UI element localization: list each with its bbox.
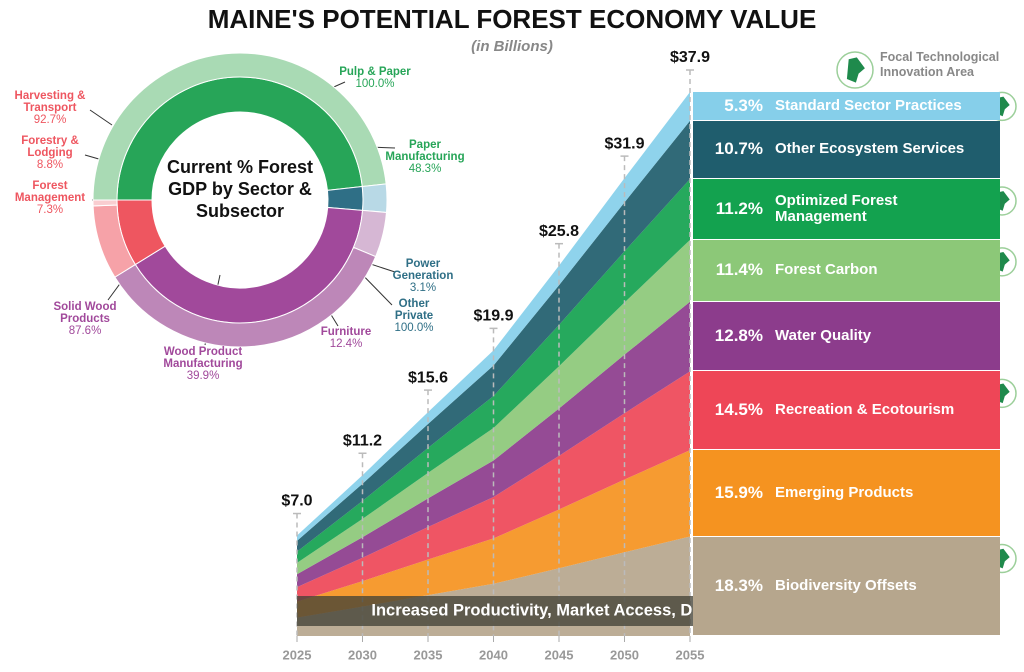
value-label: $11.2 [343,432,382,449]
label-value: 100.0% [394,322,434,334]
icon-shape [846,57,865,83]
label-value: 3.1% [409,282,437,294]
value-label: $25.8 [539,223,579,240]
label-value: 8.8% [36,159,64,171]
x-tick-label: 2030 [348,647,377,662]
label-name: Wood Product Manufacturing [163,346,243,370]
donut-label: Power Generation 3.1% [384,258,462,294]
label-name: Other Private [394,298,434,322]
leader-line [89,109,113,126]
share-value: 11.4% [715,260,763,280]
value-label: $15.6 [408,369,448,386]
label-value: 100.0% [355,78,395,90]
share-name: Water Quality [775,327,872,345]
area-layer [297,301,690,588]
x-tick-label: 2035 [414,647,443,662]
value-label: $7.0 [281,493,312,510]
label-name: Power Generation [392,258,454,282]
share-value: 10.7% [714,139,763,159]
label-value: 12.4% [329,338,363,350]
share-band: 18.3% Biodiversity Offsets [693,536,1000,635]
label-value: 48.3% [408,163,442,175]
label-name: Pulp & Paper [339,66,411,78]
share-name: Standard Sector Practices [775,96,962,114]
share-value: 15.9% [714,482,763,502]
value-label: $31.9 [604,135,644,152]
donut-label: Harvesting & Transport 92.7% [6,90,94,126]
donut-label: Wood Product Manufacturing 39.9% [153,346,253,382]
share-value: 11.2% [715,198,763,218]
x-tick-label: 2040 [479,647,508,662]
share-name: Optimized Forest Management [775,191,898,225]
share-band: 12.8% Water Quality [693,301,1000,371]
share-value: 18.3% [714,575,763,595]
area-layer [297,239,690,575]
label-name: Forestry & Lodging [21,135,79,159]
share-name: Forest Carbon [775,261,878,279]
area-layer [297,120,690,552]
area-layer [297,450,690,618]
donut-subsector [361,183,388,213]
label-name: Harvesting & Transport [14,90,86,114]
focal-icon [836,51,874,89]
area-layer [297,178,690,563]
label-name: Solid Wood Products [53,301,117,325]
label-name: Paper Manufacturing [385,139,465,163]
area-layer [297,371,690,602]
label-name: Furniture [320,326,372,338]
share-band: 5.3% Standard Sector Practices [693,92,1000,120]
donut-label: Forestry & Lodging 8.8% [9,135,91,171]
donut-label: Solid Wood Products 87.6% [44,301,126,337]
donut-label: Forest Management 7.3% [4,180,96,216]
donut-label: Furniture 12.4% [306,326,386,350]
share-value: 12.8% [714,326,763,346]
donut-label: Other Private 100.0% [383,298,445,334]
share-band: 15.9% Emerging Products [693,450,1000,536]
label-name: Forest Management [14,180,86,204]
share-band: 11.4% Forest Carbon [693,239,1000,301]
title: MAINE'S POTENTIAL FOREST ECONOMY VALUE [208,4,817,34]
donut-subsector [92,199,118,207]
share-band: 11.2% Optimized Forest Management [693,178,1000,239]
donut-sector [326,185,364,211]
value-label: $37.9 [670,49,710,66]
label-value: 7.3% [36,204,64,216]
label-value: 92.7% [33,114,67,126]
share-value: 14.5% [714,400,763,420]
share-name: Biodiversity Offsets [775,576,917,594]
share-name: Recreation & Ecotourism [775,401,955,419]
label-value: 39.9% [186,370,220,382]
label-value: 87.6% [68,325,102,337]
x-tick-label: 2055 [676,647,705,662]
share-name: Emerging Products [775,483,914,501]
donut-label: Pulp & Paper 100.0% [325,66,425,90]
share-band: 10.7% Other Ecosystem Services [693,120,1000,178]
subtitle: (in Billions) [471,38,553,55]
legend-label: Focal Technological Innovation Area [880,50,1000,79]
share-value: 5.3% [724,95,763,115]
donut-label: Paper Manufacturing 48.3% [375,139,475,175]
value-label: $19.9 [473,308,513,325]
x-tick-label: 2045 [545,647,574,662]
x-tick-label: 2025 [283,647,312,662]
share-name: Other Ecosystem Services [775,140,965,158]
x-tick-label: 2050 [610,647,639,662]
donut-center-label: Current % Forest GDP by Sector & Subsect… [166,157,314,221]
share-band: 14.5% Recreation & Ecotourism [693,371,1000,450]
